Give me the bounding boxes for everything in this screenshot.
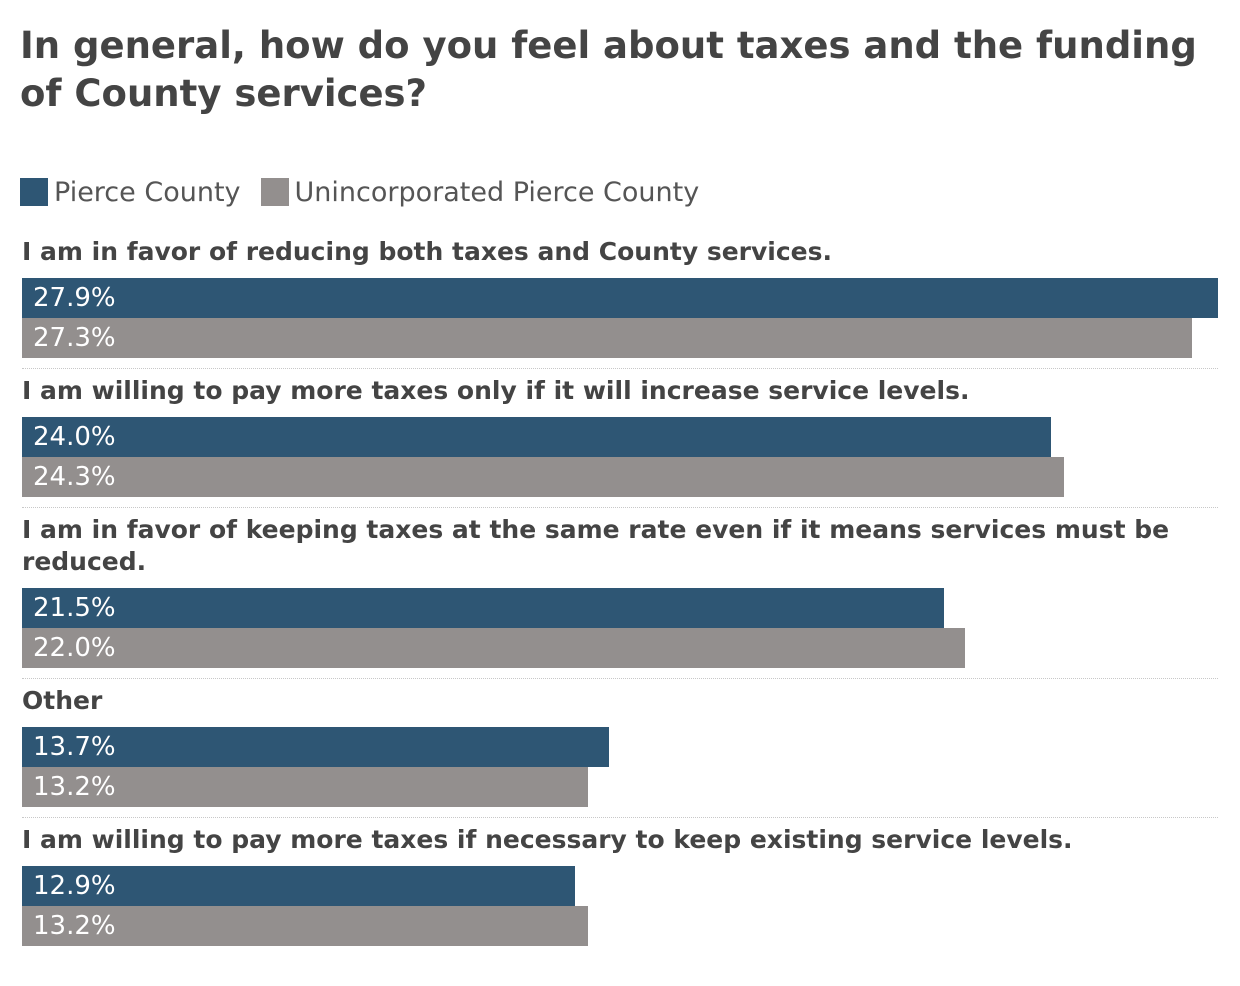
category-group-1: I am in favor of reducing both taxes and… <box>22 236 1218 369</box>
bar-pierce-county <box>22 278 1218 318</box>
bar-value-label: 13.7% <box>33 732 116 762</box>
bar-row: 21.5% <box>22 588 1218 628</box>
bar-unincorporated-pierce-county <box>22 457 1064 497</box>
bar-value-label: 24.0% <box>33 422 116 452</box>
bar-pierce-county <box>22 588 944 628</box>
category-group-2: I am willing to pay more taxes only if i… <box>22 375 1218 508</box>
bar-value-label: 13.2% <box>33 911 116 941</box>
group-divider <box>22 817 1218 818</box>
bar-row: 22.0% <box>22 628 1218 668</box>
group-divider <box>22 368 1218 369</box>
bar-row: 13.2% <box>22 906 1218 946</box>
bar-pierce-county <box>22 417 1051 457</box>
category-group-5: I am willing to pay more taxes if necess… <box>22 824 1218 946</box>
legend-swatch-unincorporated-pierce-county <box>260 178 289 206</box>
category-group-3: I am in favor of keeping taxes at the sa… <box>22 514 1218 679</box>
legend-swatch-pierce-county <box>20 178 48 206</box>
legend-item-unincorporated-pierce-county: Unincorporated Pierce County <box>260 176 700 208</box>
bar-unincorporated-pierce-county <box>22 767 588 807</box>
group-divider <box>22 678 1218 679</box>
legend-label-unincorporated-pierce-county: Unincorporated Pierce County <box>294 176 700 208</box>
bar-pierce-county <box>22 866 575 906</box>
category-label: I am in favor of reducing both taxes and… <box>22 237 832 266</box>
bar-value-label: 13.2% <box>33 772 116 802</box>
bar-value-label: 27.9% <box>33 283 116 313</box>
bar-row: 24.0% <box>22 417 1218 457</box>
category-label: I am in favor of keeping taxes at the sa… <box>22 515 1170 576</box>
bar-row: 12.9% <box>22 866 1218 906</box>
bar-unincorporated-pierce-county <box>22 318 1192 358</box>
category-group-4: Other 13.7% 13.2% <box>22 685 1218 818</box>
legend-label-pierce-county: Pierce County <box>54 176 241 208</box>
category-label: Other <box>22 686 103 715</box>
bar-unincorporated-pierce-county <box>22 628 965 668</box>
legend: Pierce County Unincorporated Pierce Coun… <box>20 174 719 210</box>
bar-groups: I am in favor of reducing both taxes and… <box>22 232 1218 946</box>
chart-title: In general, how do you feel about taxes … <box>20 24 1197 115</box>
legend-item-pierce-county: Pierce County <box>20 177 241 208</box>
category-label: I am willing to pay more taxes if necess… <box>22 825 1073 854</box>
bar-row: 27.9% <box>22 278 1218 318</box>
bar-pierce-county <box>22 727 609 767</box>
category-label: I am willing to pay more taxes only if i… <box>22 376 970 405</box>
bar-value-label: 22.0% <box>33 633 116 663</box>
bar-value-label: 21.5% <box>33 593 116 623</box>
group-divider <box>22 507 1218 508</box>
bar-value-label: 12.9% <box>33 871 116 901</box>
bar-row: 27.3% <box>22 318 1218 358</box>
bar-row: 24.3% <box>22 457 1218 497</box>
bar-unincorporated-pierce-county <box>22 906 588 946</box>
bar-row: 13.7% <box>22 727 1218 767</box>
bar-value-label: 24.3% <box>33 462 116 492</box>
bar-row: 13.2% <box>22 767 1218 807</box>
bar-value-label: 27.3% <box>33 323 116 353</box>
